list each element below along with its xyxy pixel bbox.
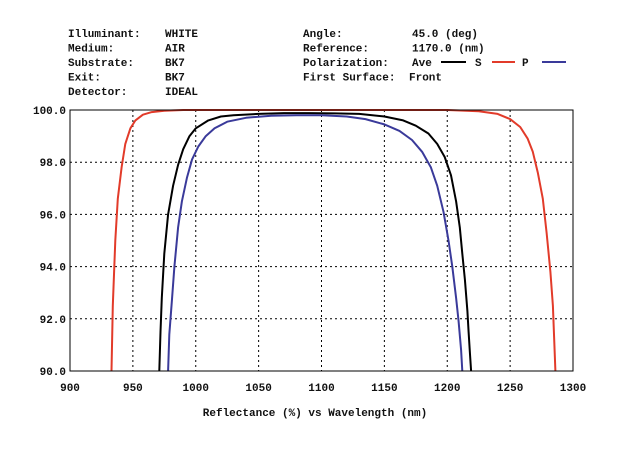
legend-label-s: S	[475, 58, 482, 70]
plot-frame	[69, 109, 574, 372]
y-tick-label: 92.0	[40, 315, 66, 327]
header-value: IDEAL	[165, 87, 198, 99]
y-axis-ticks: 90.0 92.0 94.0 96.0 98.0 100.0	[33, 106, 66, 379]
header-right-block: Angle: 45.0 (deg) Reference: 1170.0 (nm) Pol…	[303, 29, 485, 85]
x-tick-label: 1150	[371, 383, 397, 395]
header-value: Front	[409, 73, 442, 85]
header-value: Ave	[412, 58, 432, 70]
x-axis-label: Reflectance (%) vs Wavelength (nm)	[203, 408, 427, 420]
header-left-block: Illuminant: WHITE Medium: AIR Substrate: BK7 E…	[68, 29, 198, 99]
header-value: AIR	[165, 44, 185, 56]
header-value: BK7	[165, 73, 185, 85]
header-label: First Surface:	[303, 73, 395, 85]
series-line-p	[167, 114, 464, 372]
y-tick-label: 96.0	[40, 210, 66, 222]
y-tick-label: 100.0	[33, 106, 66, 118]
header-value: WHITE	[165, 29, 198, 41]
x-tick-label: 1050	[245, 383, 271, 395]
grid	[70, 110, 573, 371]
header-label: Substrate:	[68, 58, 134, 70]
series-line-ave	[158, 112, 473, 372]
header-label: Reference:	[303, 44, 369, 56]
x-tick-label: 950	[123, 383, 143, 395]
x-tick-label: 1100	[308, 383, 334, 395]
header-label: Angle:	[303, 29, 343, 41]
x-axis-ticks: 900 950 1000 1050 1100 1150 1200 1250 1300	[60, 383, 586, 395]
x-tick-label: 900	[60, 383, 80, 395]
header-label: Illuminant:	[68, 29, 141, 41]
header-label: Exit:	[68, 73, 101, 85]
x-tick-label: 1000	[183, 383, 209, 395]
header-label: Medium:	[68, 44, 114, 56]
header-label: Detector:	[68, 87, 127, 99]
header-value: 45.0 (deg)	[412, 29, 478, 41]
y-tick-label: 98.0	[40, 158, 66, 170]
x-tick-label: 1250	[497, 383, 523, 395]
y-tick-label: 94.0	[40, 263, 66, 275]
x-tick-label: 1300	[560, 383, 586, 395]
x-tick-label: 1200	[434, 383, 460, 395]
series-line-s	[110, 109, 557, 372]
header-value: BK7	[165, 58, 185, 70]
header-value: 1170.0 (nm)	[412, 44, 485, 56]
legend-label-p: P	[522, 58, 529, 70]
series-layer	[110, 109, 557, 372]
y-tick-label: 90.0	[40, 367, 66, 379]
header-label: Polarization:	[303, 58, 389, 70]
